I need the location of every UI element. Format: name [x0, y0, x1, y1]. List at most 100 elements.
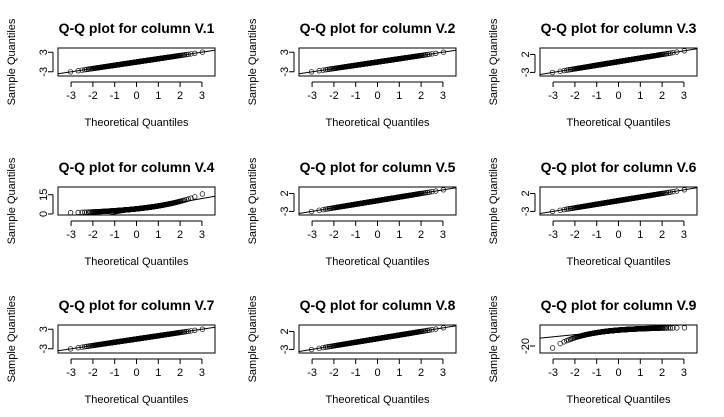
x-tick-label: 0 [133, 229, 139, 241]
x-tick-label: -1 [351, 229, 361, 241]
x-tick-label: 1 [637, 229, 643, 241]
qq-points [540, 48, 697, 76]
x-tick-label: 3 [199, 90, 205, 102]
qq-reference-line [540, 187, 697, 215]
x-tick-label: 1 [155, 229, 161, 241]
x-tick-label: -3 [307, 90, 317, 102]
chart-title: Q-Q plot for column V.3 [541, 20, 697, 36]
x-tick-label: 1 [155, 367, 161, 379]
y-axis-label: Sample Quantiles [247, 295, 259, 382]
x-tick-label: -3 [307, 367, 317, 379]
qq-point [549, 345, 556, 351]
qq-reference-line [106, 195, 215, 215]
x-axis-label: Theoretical Quantiles [567, 117, 671, 129]
qq-reference-line [540, 325, 676, 339]
x-axis-label: Theoretical Quantiles [326, 256, 430, 268]
qq-point [67, 210, 74, 215]
y-tick-label: 2 [279, 328, 291, 334]
x-tick-label: -2 [570, 229, 580, 241]
qq-panel-3: Q-Q plot for column V.3 -3 -2 -1 0 1 2 3 -3 2 Theo… [488, 18, 698, 129]
x-axis-label: Theoretical Quantiles [567, 256, 671, 268]
qq-panel-2: Q-Q plot for column V.2 -3 -2 -1 0 1 2 3 -3 3 Theo… [247, 18, 457, 129]
x-tick-label: -3 [548, 229, 558, 241]
x-axis-label: Theoretical Quantiles [326, 117, 430, 129]
qq-reference-line [58, 49, 215, 75]
qq-points [58, 326, 215, 352]
qq-point [183, 196, 189, 203]
x-tick-label: 3 [440, 367, 446, 379]
x-tick-label: -3 [66, 90, 76, 102]
plot-frame [298, 47, 457, 77]
x-axis-label: Theoretical Quantiles [85, 394, 189, 406]
x-tick-label: -2 [570, 90, 580, 102]
x-tick-label: -1 [592, 229, 602, 241]
plot-frame [298, 324, 457, 354]
x-tick-label: 0 [133, 90, 139, 102]
x-tick-label: 0 [615, 229, 621, 241]
x-tick-label: 2 [418, 90, 424, 102]
x-tick-label: 3 [199, 229, 205, 241]
qq-panel-4: Q-Q plot for column V.4 -3 -2 -1 0 1 2 3 0 15 Theo… [6, 157, 216, 268]
x-tick-label: 0 [374, 229, 380, 241]
x-tick-label: -2 [329, 229, 339, 241]
x-tick-label: 1 [396, 229, 402, 241]
qq-point [670, 325, 676, 331]
plot-frame [57, 324, 216, 354]
x-tick-label: 3 [199, 367, 205, 379]
y-tick-label: 0 [38, 211, 50, 217]
y-axis-label: Sample Quantiles [488, 295, 500, 382]
x-tick-label: -2 [329, 90, 339, 102]
qq-reference-line [299, 325, 456, 353]
y-tick-label: -20 [520, 338, 532, 354]
x-axis-label: Theoretical Quantiles [85, 256, 189, 268]
x-tick-label: -3 [307, 229, 317, 241]
x-tick-label: -3 [66, 367, 76, 379]
x-tick-label: 0 [615, 367, 621, 379]
y-tick-label: -3 [279, 207, 291, 217]
x-tick-label: -3 [66, 229, 76, 241]
qq-points [67, 191, 215, 215]
qq-point [681, 325, 688, 331]
qq-points [299, 187, 456, 215]
y-axis-label: Sample Quantiles [488, 157, 500, 244]
qq-points [540, 187, 697, 215]
x-tick-label: 0 [615, 90, 621, 102]
x-tick-label: -1 [110, 229, 120, 241]
chart-title: Q-Q plot for column V.7 [59, 297, 215, 313]
x-tick-label: 2 [177, 90, 183, 102]
y-tick-label: 15 [38, 189, 50, 201]
x-tick-label: 2 [659, 367, 665, 379]
x-tick-label: -2 [88, 229, 98, 241]
x-tick-label: 0 [374, 90, 380, 102]
x-tick-label: 0 [374, 367, 380, 379]
x-tick-label: 2 [659, 90, 665, 102]
chart-title: Q-Q plot for column V.2 [300, 20, 456, 36]
plot-frame [539, 47, 698, 77]
x-tick-label: 3 [440, 90, 446, 102]
x-tick-label: -1 [110, 90, 120, 102]
chart-title: Q-Q plot for column V.5 [300, 159, 456, 175]
x-tick-label: -2 [329, 367, 339, 379]
x-tick-label: 1 [637, 90, 643, 102]
x-tick-label: -2 [570, 367, 580, 379]
y-tick-label: -3 [520, 207, 532, 217]
qq-points [299, 325, 456, 353]
x-tick-label: 3 [440, 229, 446, 241]
y-tick-label: 2 [520, 190, 532, 196]
x-tick-label: 2 [418, 367, 424, 379]
qq-point [667, 325, 673, 331]
qq-point [192, 194, 198, 200]
x-tick-label: -2 [88, 367, 98, 379]
qq-point [561, 339, 567, 345]
qq-reference-line [540, 48, 697, 76]
y-axis-label: Sample Quantiles [247, 157, 259, 244]
x-tick-label: 1 [396, 90, 402, 102]
x-tick-label: -1 [592, 367, 602, 379]
qq-reference-line [299, 49, 456, 75]
qq-reference-line [299, 187, 456, 215]
qq-panel-8: Q-Q plot for column V.8 -3 -2 -1 0 1 2 3 -3 2 Theo… [247, 295, 457, 406]
y-tick-label: -3 [279, 345, 291, 355]
x-tick-label: 2 [177, 367, 183, 379]
x-axis-label: Theoretical Quantiles [326, 394, 430, 406]
